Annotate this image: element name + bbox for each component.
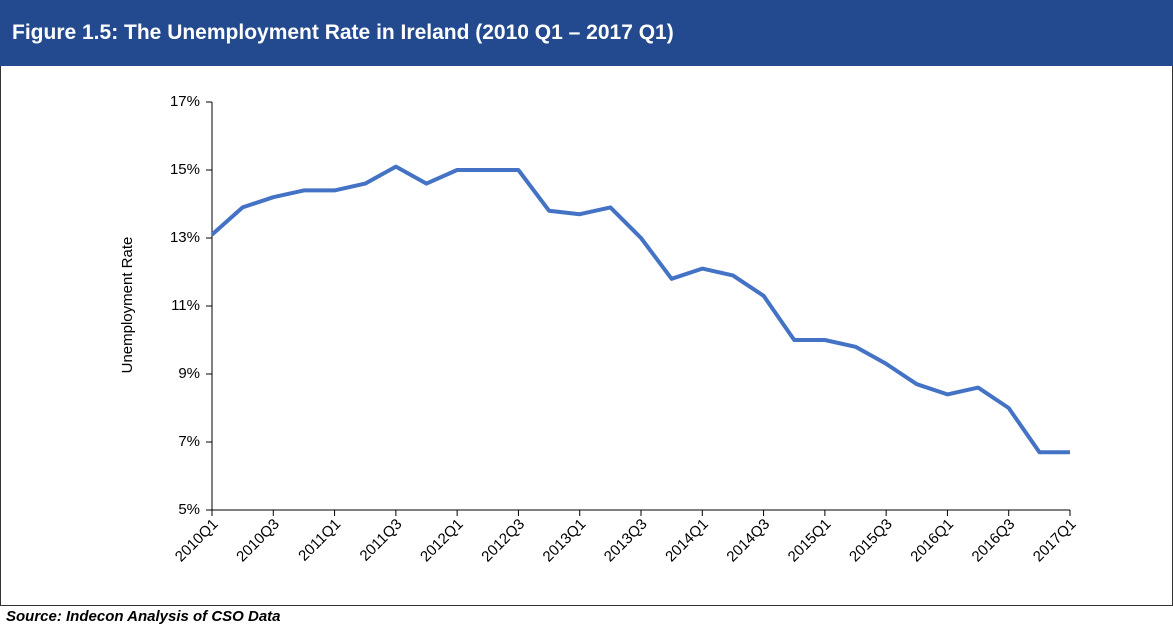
x-tick-label: 2012Q3 [478,516,528,566]
x-tick-label: 2015Q3 [846,516,896,566]
y-tick-label: 15% [170,161,200,178]
x-tick-label: 2011Q3 [357,516,406,565]
y-axis-label: Unemployment Rate [119,237,136,374]
x-tick-label: 2010Q3 [233,516,283,566]
x-tick-label: 2013Q3 [601,516,651,566]
y-tick-label: 11% [171,297,200,314]
x-tick-label: 2014Q3 [723,516,773,566]
y-tick-label: 13% [170,229,200,246]
y-tick-label: 17% [170,93,200,110]
figure-title: Figure 1.5: The Unemployment Rate in Ire… [0,0,1173,66]
x-tick-label: 2010Q1 [172,516,222,566]
y-tick-label: 9% [178,365,200,382]
x-tick-label: 2016Q3 [969,516,1019,566]
x-tick-label: 2014Q1 [662,516,712,566]
source-note: Source: Indecon Analysis of CSO Data [6,608,281,625]
x-tick-label: 2013Q1 [540,516,590,566]
x-tick-label: 2015Q1 [785,516,835,566]
x-tick-label: 2016Q1 [907,516,957,566]
x-tick-label: 2012Q1 [417,516,467,566]
y-tick-label: 7% [178,433,200,450]
x-tick-label: 2011Q1 [295,516,344,565]
x-tick-label: 2017Q1 [1030,516,1080,566]
data-line [210,164,1070,455]
y-tick-label: 5% [178,501,200,518]
